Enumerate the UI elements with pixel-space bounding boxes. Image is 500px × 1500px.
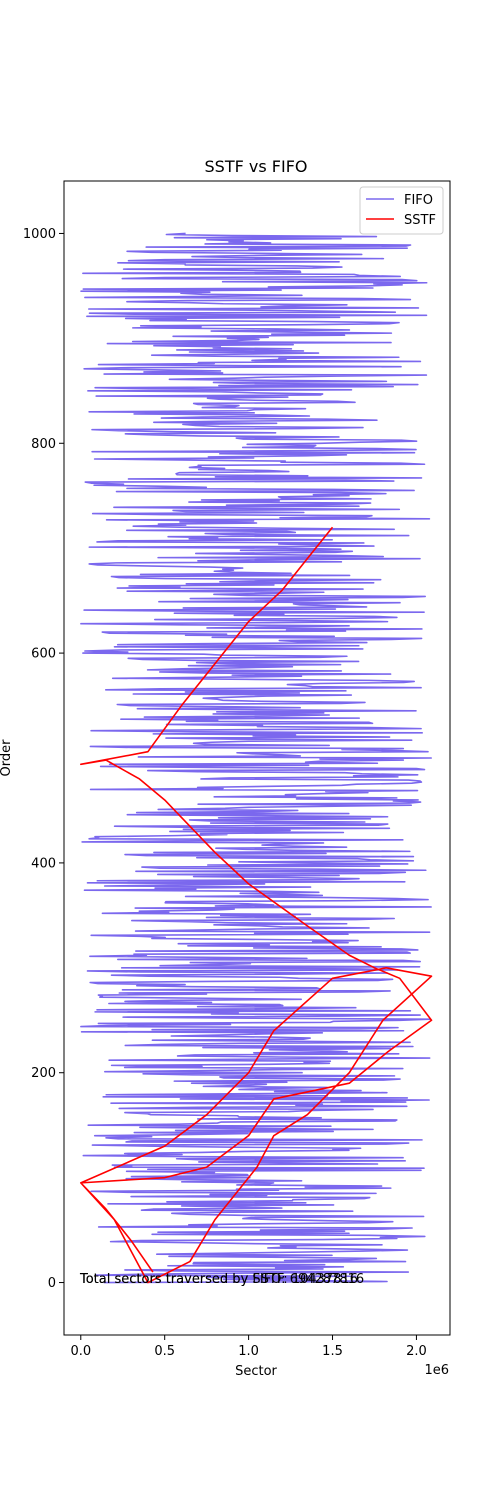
y-tick-label: 600 [31, 647, 56, 662]
legend: FIFO SSTF [360, 187, 443, 234]
annotations: Total sectors traversed by FIFO: 6942878… [79, 1272, 364, 1287]
x-tick-label: 1.5 [322, 1344, 343, 1359]
legend-label-fifo: FIFO [404, 193, 433, 208]
x-axis-offset-label: 1e6 [424, 1363, 449, 1378]
y-tick-label: 0 [48, 1276, 56, 1291]
x-tick-label: 2.0 [406, 1344, 427, 1359]
legend-label-sstf: SSTF [404, 213, 436, 228]
y-tick-label: 800 [31, 437, 56, 452]
y-tick-label: 1000 [23, 227, 56, 242]
x-tick-label: 0.5 [154, 1344, 175, 1359]
chart-title: SSTF vs FIFO [205, 157, 308, 176]
annotation-sstf-total: Total sectors traversed by SSTF: 1043781… [79, 1272, 358, 1287]
y-axis-label: Order [0, 739, 14, 777]
x-axis-label: Sector [235, 1364, 277, 1379]
x-tick-label: 0.0 [70, 1344, 91, 1359]
y-tick-label: 400 [31, 856, 56, 871]
y-tick-label: 200 [31, 1066, 56, 1081]
x-tick-label: 1.0 [238, 1344, 259, 1359]
